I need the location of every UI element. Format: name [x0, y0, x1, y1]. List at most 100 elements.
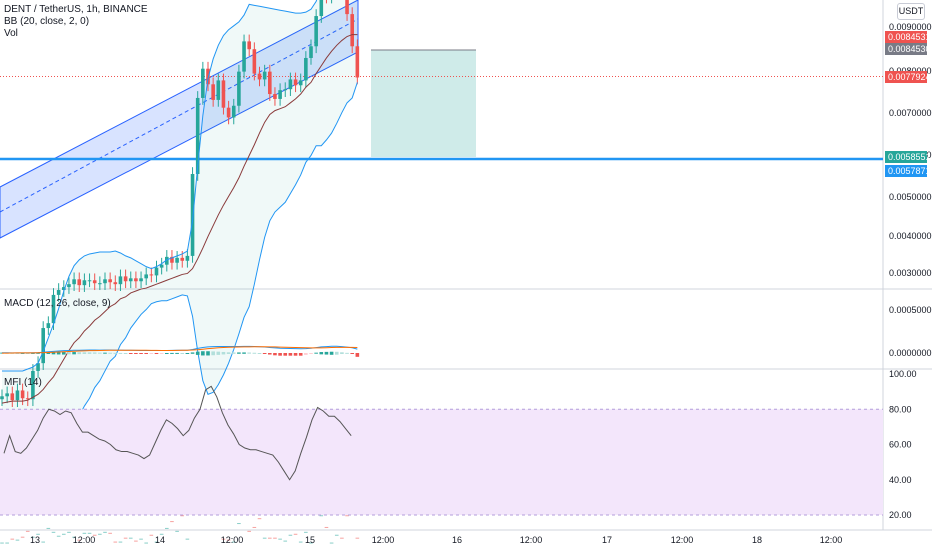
symbol-title[interactable]: DENT / TetherUS, 1h, BINANCE [4, 4, 148, 15]
macd-histogram-bar [103, 352, 107, 354]
candle-body [314, 16, 318, 47]
volume-bar [309, 542, 313, 544]
candle-body [149, 274, 154, 276]
volume-bar [231, 541, 236, 543]
macd-tick-label: 0.0005000 [889, 305, 932, 315]
candle-body [201, 68, 205, 98]
candle [226, 100, 231, 125]
candle [288, 72, 293, 96]
main-legend: DENT / TetherUS, 1h, BINANCE BB (20, clo… [4, 4, 148, 40]
candle-body [51, 294, 56, 324]
macd-histogram-bar [92, 352, 97, 354]
target-zone [371, 50, 476, 157]
time-tick-label: 12:00 [221, 535, 244, 545]
candle [257, 66, 262, 87]
candle [309, 39, 313, 65]
candle-body [139, 278, 143, 282]
macd-histogram-bar [31, 352, 35, 354]
candle-body [304, 57, 308, 81]
candle [139, 271, 143, 289]
candle [77, 272, 82, 292]
volume-bar [108, 532, 112, 534]
candle [175, 251, 179, 270]
bollinger-basis [1, 34, 358, 404]
bollinger-upper [2, 0, 318, 372]
macd-histogram-bar [273, 353, 277, 356]
volume-bar [268, 537, 272, 539]
candle [273, 87, 277, 106]
candle [159, 257, 164, 275]
candle-body [345, 0, 349, 15]
candle-body [268, 71, 272, 95]
candle [108, 272, 112, 290]
volume-bar [185, 538, 190, 540]
macd-histogram-bar [51, 352, 56, 355]
volume-bar [134, 540, 138, 542]
candle [350, 7, 354, 54]
macd-histogram-bar [165, 353, 169, 354]
candle-body [159, 264, 164, 268]
mfi-tick-label: 40.00 [889, 475, 912, 485]
price-tag-label: 0.0084530 [888, 44, 931, 54]
candle-body [118, 276, 123, 285]
macd-histogram-bar [185, 353, 190, 354]
candle-body [355, 46, 360, 78]
macd-histogram-bar [304, 353, 308, 355]
time-tick-label: 13 [30, 535, 40, 545]
candle [165, 250, 169, 272]
price-tick-label: 0.0070000 [889, 108, 932, 118]
volume-bar [0, 542, 4, 544]
candle [36, 356, 40, 378]
price-tag [885, 71, 927, 83]
candle-body [252, 49, 257, 74]
candle [144, 267, 148, 286]
mfi-tick-label: 100.00 [889, 369, 917, 379]
macd-title[interactable]: MACD (12, 26, close, 9) [4, 298, 111, 309]
candle-body [15, 390, 20, 401]
candle-body [257, 73, 262, 80]
time-tick-label: 12:00 [520, 535, 543, 545]
volume-bar [144, 542, 148, 544]
price-tag-label: 0.0058551 [888, 152, 931, 162]
price-tag [885, 151, 927, 163]
candle [298, 73, 303, 93]
candle-body [154, 267, 159, 276]
candle [123, 269, 128, 289]
macd-histogram-bar [283, 353, 288, 356]
volume-bar [20, 536, 25, 538]
candle [190, 167, 195, 263]
candle-body [62, 287, 66, 291]
volume-bar [113, 541, 118, 543]
volume-bar [10, 538, 15, 540]
macd-histogram-bar [46, 352, 51, 355]
candle [62, 280, 66, 297]
price-tag-label: 0.0057871 [888, 166, 931, 176]
candle [10, 386, 15, 408]
candle [252, 42, 257, 81]
price-tag-label: 0.0084531 [888, 32, 931, 42]
grid [0, 0, 932, 531]
currency-button[interactable]: USDT [897, 3, 925, 20]
macd-histogram-bar [154, 353, 159, 354]
volume-bar [324, 526, 329, 528]
macd-histogram-bar [329, 351, 334, 355]
volume-indicator-label[interactable]: Vol [4, 28, 18, 39]
candle [128, 271, 133, 289]
macd-histogram-bar [211, 351, 215, 356]
mfi-band [0, 409, 883, 515]
macd-histogram-bar [231, 352, 236, 354]
volume-bar [298, 541, 303, 543]
candle [319, 0, 324, 23]
candle [331, 0, 333, 4]
candle [278, 83, 282, 106]
macd-histogram-bar [252, 352, 257, 354]
candle-body [309, 46, 313, 58]
bb-indicator-label[interactable]: BB (20, close, 2, 0) [4, 16, 90, 27]
candle [103, 272, 107, 291]
macd-histogram-bar [257, 353, 262, 354]
time-tick-label: 16 [452, 535, 462, 545]
candle [149, 267, 154, 283]
mfi-title[interactable]: MFI (14) [4, 377, 42, 388]
mfi-tick-label: 80.00 [889, 404, 912, 414]
